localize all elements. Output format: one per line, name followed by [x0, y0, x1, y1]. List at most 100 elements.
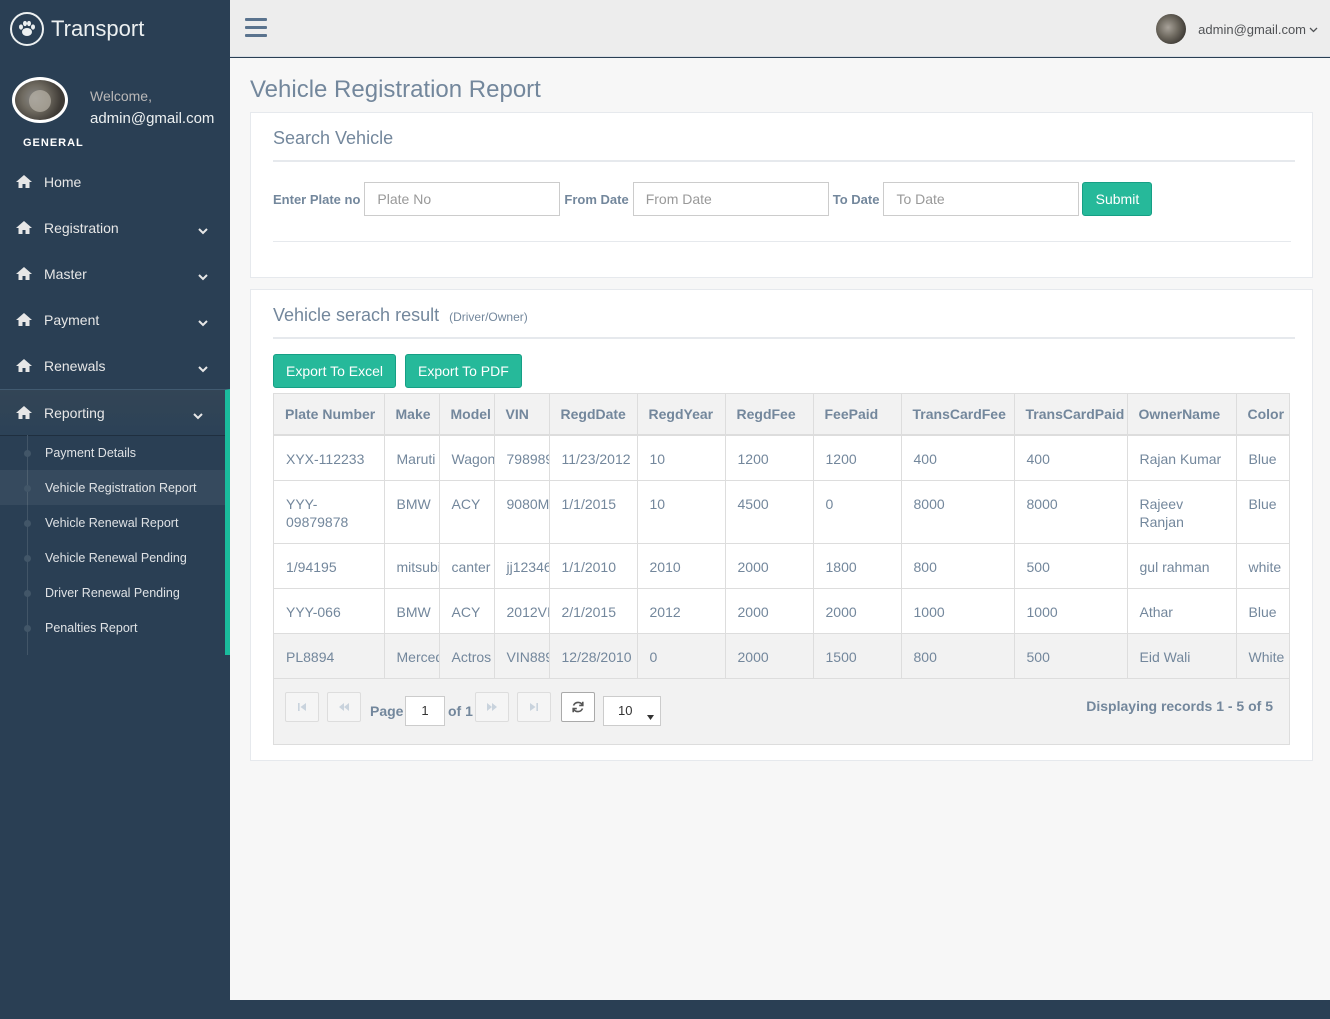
column-header[interactable]: Color — [1236, 394, 1289, 436]
cell: 2000 — [725, 543, 814, 589]
cell: 1000 — [1014, 588, 1128, 634]
search-heading: Search Vehicle — [273, 128, 394, 148]
column-header[interactable]: Model — [439, 394, 495, 436]
cell: gul rahman — [1127, 543, 1237, 589]
brand-title: Transport — [51, 15, 145, 41]
submenu-penalties-report[interactable]: Penalties Report — [0, 610, 225, 645]
cell: Blue — [1236, 588, 1289, 634]
column-header[interactable]: OwnerName — [1127, 394, 1237, 436]
page-number-input[interactable] — [405, 695, 445, 726]
cell: ACY — [439, 480, 495, 544]
page-label: Page — [370, 702, 404, 719]
column-header[interactable]: Plate Number — [274, 394, 385, 436]
cell: white — [1236, 543, 1289, 589]
column-header[interactable]: TransCardPaid — [1014, 394, 1128, 436]
menu-toggle-icon[interactable] — [245, 18, 267, 38]
profile-avatar — [12, 77, 68, 123]
result-panel: Vehicle serach result (Driver/Owner) Expo… — [250, 289, 1313, 761]
sidebar-item-home[interactable]: Home — [0, 159, 230, 205]
sidebar-item-registration[interactable]: Registration — [0, 205, 230, 251]
user-menu[interactable]: admin@gmail.com — [1156, 14, 1318, 44]
results-grid: Plate Number Make Model VIN RegdDate Reg… — [273, 393, 1290, 745]
submit-button[interactable]: Submit — [1082, 182, 1153, 216]
chevron-down-icon — [198, 360, 208, 376]
sidebar-item-label: Registration — [44, 220, 119, 236]
user-avatar — [1156, 14, 1187, 44]
side-menu: Home Registration Master Payment Renewal… — [0, 159, 230, 655]
from-date-input[interactable] — [632, 182, 829, 216]
first-page-icon[interactable] — [285, 691, 319, 722]
user-email: admin@gmail.com — [1198, 21, 1306, 37]
cell: 0 — [637, 633, 726, 679]
result-subtitle: (Driver/Owner) — [449, 310, 528, 324]
column-header[interactable]: RegdFee — [725, 394, 814, 436]
plate-label: Enter Plate no — [273, 191, 361, 207]
plate-input[interactable] — [364, 182, 561, 216]
column-header[interactable]: RegdDate — [549, 394, 638, 436]
prev-page-icon[interactable] — [327, 691, 361, 722]
next-page-icon[interactable] — [475, 691, 509, 722]
chevron-down-icon — [193, 407, 203, 423]
result-title: Vehicle serach result — [273, 305, 440, 325]
from-date-label: From Date — [564, 191, 629, 207]
cell: Actros — [439, 633, 495, 679]
column-header[interactable]: Make — [384, 394, 440, 436]
page-size-select[interactable]: 10 — [603, 695, 661, 726]
column-header[interactable]: TransCardFee — [901, 394, 1015, 436]
result-heading: Vehicle serach result (Driver/Owner) — [273, 305, 528, 326]
search-form: Enter Plate no From Date To Date Submit — [273, 182, 1153, 216]
cell: 12/28/2010 — [549, 633, 638, 679]
refresh-icon[interactable] — [561, 691, 595, 722]
sidebar-item-payment[interactable]: Payment — [0, 297, 230, 343]
cell: 800 — [901, 633, 1015, 679]
sidebar-item-reporting[interactable]: Reporting — [0, 389, 230, 435]
cell: mitsubi — [384, 543, 440, 589]
last-page-icon[interactable] — [517, 691, 551, 722]
table-row[interactable]: PL8894 Merced Actros VIN889 12/28/2010 0… — [274, 633, 1289, 679]
table-header-row: Plate Number Make Model VIN RegdDate Reg… — [274, 394, 1289, 436]
cell: YYY-066 — [274, 588, 385, 634]
cell: 2/1/2015 — [549, 588, 638, 634]
cell: 500 — [1014, 633, 1128, 679]
caret-down-icon — [647, 708, 654, 723]
page-title: Vehicle Registration Report — [250, 76, 541, 103]
sidebar-item-master[interactable]: Master — [0, 251, 230, 297]
brand[interactable]: Transport — [0, 0, 230, 57]
submenu-payment-details[interactable]: Payment Details — [0, 435, 225, 470]
cell: Rajeev Ranjan — [1127, 480, 1237, 544]
sidebar-item-renewals[interactable]: Renewals — [0, 343, 230, 389]
table-row[interactable]: XYX-112233 Maruti Wagon 798989 11/23/201… — [274, 435, 1289, 481]
table-row[interactable]: YYY-09879878 BMW ACY 9080M 1/1/2015 10 4… — [274, 480, 1289, 544]
cell: BMW — [384, 588, 440, 634]
submenu-driver-renewal-pending[interactable]: Driver Renewal Pending — [0, 575, 225, 610]
cell: YYY-09879878 — [274, 480, 385, 544]
submenu-vehicle-registration-report[interactable]: Vehicle Registration Report — [0, 470, 225, 505]
submenu-vehicle-renewal-pending[interactable]: Vehicle Renewal Pending — [0, 540, 225, 575]
cell: 2000 — [725, 633, 814, 679]
reporting-submenu: Payment Details Vehicle Registration Rep… — [0, 435, 230, 655]
column-header[interactable]: RegdYear — [637, 394, 726, 436]
top-navbar: admin@gmail.com — [230, 0, 1330, 57]
export-excel-button[interactable]: Export To Excel — [273, 354, 397, 388]
column-header[interactable]: FeePaid — [813, 394, 902, 436]
column-header[interactable]: VIN — [494, 394, 550, 436]
cell: Blue — [1236, 480, 1289, 544]
sidebar-item-label: Home — [44, 174, 82, 190]
cell: Rajan Kumar — [1127, 435, 1237, 481]
chevron-down-icon — [198, 314, 208, 330]
submenu-vehicle-renewal-report[interactable]: Vehicle Renewal Report — [0, 505, 225, 540]
records-info: Displaying records 1 - 5 of 5 — [1086, 697, 1273, 714]
home-icon — [15, 405, 35, 421]
to-date-input[interactable] — [883, 182, 1080, 216]
cell: 400 — [901, 435, 1015, 481]
to-date-label: To Date — [832, 191, 880, 207]
cell: 1200 — [725, 435, 814, 481]
divider — [273, 160, 1295, 162]
cell: 1200 — [813, 435, 902, 481]
table-row[interactable]: 1/94195 mitsubi canter jj12346 1/1/2010 … — [274, 543, 1289, 589]
cell: PL8894 — [274, 633, 385, 679]
chevron-down-icon — [1309, 20, 1318, 38]
table-row[interactable]: YYY-066 BMW ACY 2012VI 2/1/2015 2012 200… — [274, 588, 1289, 634]
cell: 400 — [1014, 435, 1128, 481]
export-pdf-button[interactable]: Export To PDF — [405, 354, 522, 388]
